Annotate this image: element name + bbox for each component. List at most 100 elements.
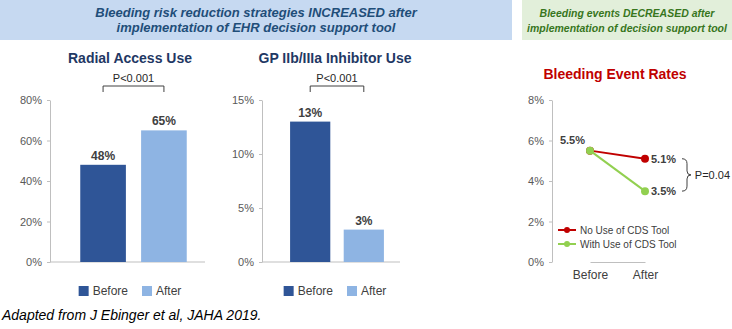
y-tick-mark: [259, 208, 262, 209]
y-axis-line: [262, 101, 263, 263]
bar: [80, 165, 126, 262]
y-tick: 0%: [238, 256, 262, 268]
y-tick-mark: [549, 262, 552, 263]
y-tick-mark: [47, 100, 50, 101]
y-tick: 2%: [528, 216, 552, 228]
series-marker: [641, 187, 649, 195]
y-tick-label: 2%: [528, 216, 544, 228]
legend-item: Before: [79, 284, 129, 298]
data-label: 3.5%: [651, 185, 676, 197]
series-marker: [641, 155, 649, 163]
x-tick: After: [633, 262, 658, 282]
bar: [344, 230, 384, 262]
y-tick-mark: [259, 262, 262, 263]
y-tick: 60%: [20, 135, 50, 147]
y-tick: 20%: [20, 216, 50, 228]
y-tick: 4%: [528, 175, 552, 187]
data-label: 5.5%: [560, 134, 585, 146]
legend-item: Before: [284, 284, 334, 298]
series-marker: [586, 147, 594, 155]
x-tick-label: Before: [573, 268, 609, 282]
chart-title: Bleeding Event Rates: [543, 66, 686, 82]
y-tick-mark: [259, 100, 262, 101]
y-tick: 80%: [20, 94, 50, 106]
y-tick-mark: [47, 222, 50, 223]
banner-text: Bleeding events DECREASED after: [540, 8, 716, 19]
bar-chart: Radial Access Use 0% 20% 40% 60% 80% 48% 65% P<0…: [20, 50, 205, 298]
legend-label: After: [361, 284, 386, 298]
banner-text: implementation of EHR decision support t…: [117, 20, 396, 35]
legend-swatch: [347, 286, 357, 296]
y-tick-label: 6%: [528, 135, 544, 147]
banner: Bleeding risk reduction strategies INCRE…: [0, 0, 512, 40]
y-tick-label: 0%: [238, 256, 254, 268]
y-tick-label: 8%: [528, 94, 544, 106]
figure-container: Bleeding risk reduction strategies INCRE…: [0, 0, 732, 329]
banner: Bleeding events DECREASED afterimplement…: [522, 0, 732, 40]
chart-title: Radial Access Use: [68, 50, 192, 66]
y-tick: 8%: [528, 94, 552, 106]
y-tick-label: 0%: [528, 256, 544, 268]
annotation: P<0.001: [113, 72, 154, 84]
y-tick: 0%: [26, 256, 50, 268]
bars: [290, 122, 384, 262]
y-axis-line: [552, 101, 553, 263]
legend: No Use of CDS Tool With Use of CDS Tool: [558, 225, 677, 250]
bar-chart: GP IIb/IIIa Inhibitor Use0%5%10%15%13%3%…: [232, 50, 412, 298]
data-label: 5.1%: [651, 153, 676, 165]
lines: [586, 147, 649, 196]
y-tick-mark: [549, 141, 552, 142]
y-tick-label: 20%: [20, 216, 42, 228]
y-tick: 5%: [238, 202, 262, 214]
annotation: P=0.04: [695, 169, 730, 181]
x-tick-label: After: [633, 268, 658, 282]
y-tick-mark: [47, 262, 50, 263]
caption: Adapted from J Ebinger et al, JAHA 2019.: [1, 307, 261, 323]
y-tick: 10%: [232, 148, 262, 160]
y-tick-mark: [549, 181, 552, 182]
y-tick-mark: [549, 100, 552, 101]
legend-item: No Use of CDS Tool: [558, 225, 669, 236]
y-tick: 40%: [20, 175, 50, 187]
y-axis: 0% 2% 4% 6% 8%: [528, 94, 552, 268]
y-tick-mark: [47, 181, 50, 182]
x-tick: Before: [573, 262, 609, 282]
data-label: 48%: [91, 149, 115, 163]
data-label: 65%: [152, 114, 176, 128]
y-tick-mark: [47, 141, 50, 142]
banner-background: [0, 0, 512, 40]
banner-background: [522, 0, 732, 40]
bars: [80, 130, 186, 262]
y-tick-label: 60%: [20, 135, 42, 147]
line-chart: Bleeding Event Rates 0% 2% 4% 6% 8% Before Afte…: [528, 66, 730, 282]
y-tick-label: 5%: [238, 202, 254, 214]
bar: [141, 130, 187, 262]
banner-text: Bleeding risk reduction strategies INCRE…: [95, 5, 417, 20]
chart-title: GP IIb/IIIa Inhibitor Use: [259, 50, 412, 66]
y-tick: 15%: [232, 94, 262, 106]
legend-label: With Use of CDS Tool: [580, 239, 677, 250]
x-axis-line: [591, 262, 646, 263]
p-value-bracket: [310, 86, 364, 92]
p-value-bracket: [103, 86, 164, 92]
legend-marker: [564, 241, 570, 247]
legend-swatch: [284, 286, 294, 296]
y-tick-label: 10%: [232, 148, 254, 160]
legend-swatch: [79, 286, 89, 296]
series-marker: [586, 147, 594, 155]
figure: Bleeding risk reduction strategies INCRE…: [0, 0, 732, 329]
y-tick-label: 15%: [232, 94, 254, 106]
y-tick-mark: [259, 154, 262, 155]
y-tick-mark: [549, 222, 552, 223]
legend-item: After: [142, 284, 181, 298]
legend-label: No Use of CDS Tool: [580, 225, 669, 236]
annotation: P<0.001: [316, 72, 357, 84]
x-axis: Before After: [573, 262, 658, 282]
legend: Before After: [79, 284, 182, 298]
legend-swatch: [142, 286, 152, 296]
y-tick: 0%: [528, 256, 552, 268]
legend-label: Before: [298, 284, 334, 298]
y-axis: 0% 5% 10% 15%: [232, 94, 263, 268]
legend-item: After: [347, 284, 386, 298]
series-line: [590, 151, 645, 192]
